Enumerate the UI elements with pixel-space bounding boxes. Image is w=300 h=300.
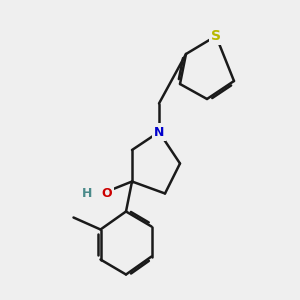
Text: O: O	[101, 187, 112, 200]
Text: N: N	[154, 125, 164, 139]
Text: S: S	[211, 29, 221, 43]
Text: H: H	[82, 187, 92, 200]
